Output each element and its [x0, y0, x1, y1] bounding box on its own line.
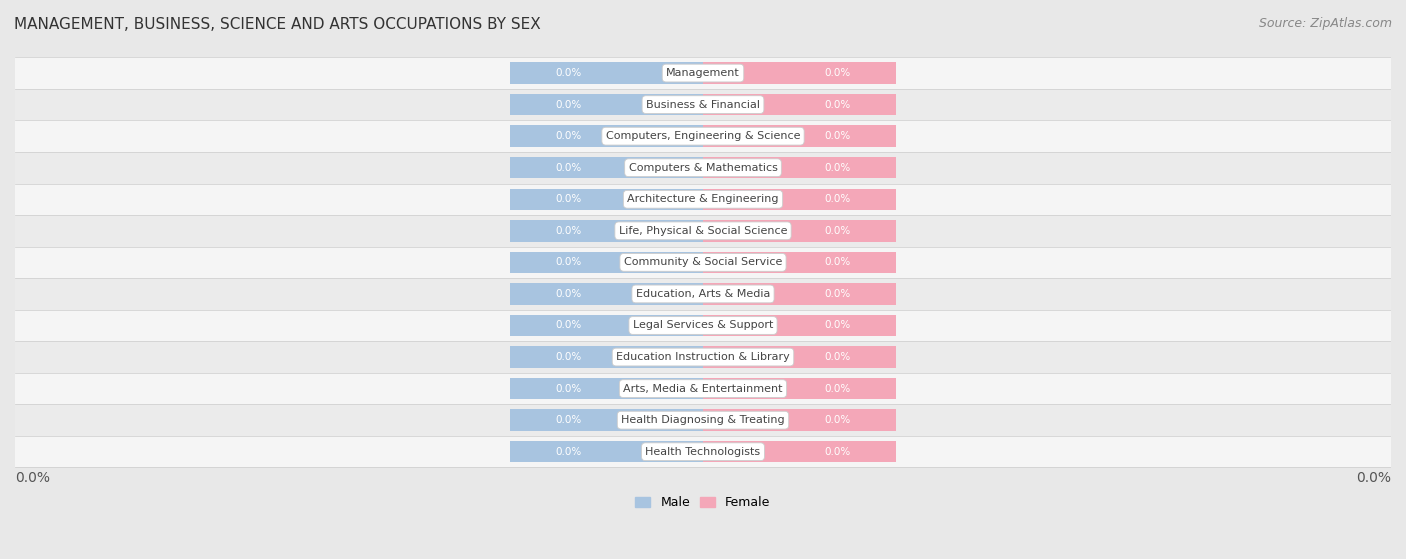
Text: 0.0%: 0.0% — [555, 383, 581, 394]
Text: 0.0%: 0.0% — [1355, 471, 1391, 485]
Bar — [510, 315, 703, 336]
Bar — [15, 57, 1391, 89]
Text: Health Technologists: Health Technologists — [645, 447, 761, 457]
Text: 0.0%: 0.0% — [825, 163, 851, 173]
Bar — [510, 94, 703, 115]
Text: 0.0%: 0.0% — [15, 471, 51, 485]
Text: 0.0%: 0.0% — [555, 320, 581, 330]
Bar — [15, 183, 1391, 215]
Text: 0.0%: 0.0% — [825, 257, 851, 267]
Bar — [15, 404, 1391, 436]
Bar — [510, 441, 703, 462]
Text: 0.0%: 0.0% — [555, 163, 581, 173]
Text: 0.0%: 0.0% — [555, 352, 581, 362]
Bar — [703, 252, 896, 273]
Bar — [15, 215, 1391, 247]
Bar — [703, 283, 896, 305]
Bar — [510, 188, 703, 210]
Bar — [703, 63, 896, 84]
Text: Education Instruction & Library: Education Instruction & Library — [616, 352, 790, 362]
Text: Architecture & Engineering: Architecture & Engineering — [627, 195, 779, 204]
Bar — [15, 120, 1391, 152]
Bar — [15, 247, 1391, 278]
Text: 0.0%: 0.0% — [825, 100, 851, 110]
Text: Computers, Engineering & Science: Computers, Engineering & Science — [606, 131, 800, 141]
Text: Source: ZipAtlas.com: Source: ZipAtlas.com — [1258, 17, 1392, 30]
Bar — [15, 278, 1391, 310]
Bar — [510, 252, 703, 273]
Bar — [510, 220, 703, 241]
Text: 0.0%: 0.0% — [825, 226, 851, 236]
Text: 0.0%: 0.0% — [825, 352, 851, 362]
Text: 0.0%: 0.0% — [825, 195, 851, 204]
Text: Health Diagnosing & Treating: Health Diagnosing & Treating — [621, 415, 785, 425]
Text: Business & Financial: Business & Financial — [645, 100, 761, 110]
Bar — [15, 310, 1391, 342]
Text: Community & Social Service: Community & Social Service — [624, 257, 782, 267]
Text: 0.0%: 0.0% — [825, 383, 851, 394]
Bar — [510, 378, 703, 399]
Bar — [15, 342, 1391, 373]
Text: 0.0%: 0.0% — [555, 415, 581, 425]
Bar — [703, 94, 896, 115]
Text: Legal Services & Support: Legal Services & Support — [633, 320, 773, 330]
Text: Management: Management — [666, 68, 740, 78]
Text: 0.0%: 0.0% — [825, 415, 851, 425]
Text: 0.0%: 0.0% — [825, 68, 851, 78]
Bar — [15, 89, 1391, 120]
Text: 0.0%: 0.0% — [555, 68, 581, 78]
Bar — [510, 409, 703, 431]
Text: 0.0%: 0.0% — [555, 447, 581, 457]
Bar — [703, 441, 896, 462]
Text: 0.0%: 0.0% — [555, 226, 581, 236]
Text: 0.0%: 0.0% — [555, 131, 581, 141]
Bar — [703, 157, 896, 178]
Text: Arts, Media & Entertainment: Arts, Media & Entertainment — [623, 383, 783, 394]
Bar — [703, 347, 896, 368]
Bar — [510, 347, 703, 368]
Bar — [703, 378, 896, 399]
Bar — [510, 125, 703, 147]
Text: 0.0%: 0.0% — [555, 195, 581, 204]
Bar — [510, 63, 703, 84]
Text: 0.0%: 0.0% — [555, 289, 581, 299]
Text: 0.0%: 0.0% — [825, 289, 851, 299]
Bar — [703, 188, 896, 210]
Text: 0.0%: 0.0% — [555, 100, 581, 110]
Legend: Male, Female: Male, Female — [630, 491, 776, 514]
Text: 0.0%: 0.0% — [555, 257, 581, 267]
Text: Life, Physical & Social Science: Life, Physical & Social Science — [619, 226, 787, 236]
Bar — [15, 436, 1391, 467]
Text: Education, Arts & Media: Education, Arts & Media — [636, 289, 770, 299]
Text: 0.0%: 0.0% — [825, 447, 851, 457]
Bar — [510, 283, 703, 305]
Bar — [703, 315, 896, 336]
Bar — [703, 220, 896, 241]
Text: 0.0%: 0.0% — [825, 320, 851, 330]
Text: Computers & Mathematics: Computers & Mathematics — [628, 163, 778, 173]
Bar — [703, 409, 896, 431]
Bar — [510, 157, 703, 178]
Bar — [703, 125, 896, 147]
Bar — [15, 373, 1391, 404]
Bar — [15, 152, 1391, 183]
Text: 0.0%: 0.0% — [825, 131, 851, 141]
Text: MANAGEMENT, BUSINESS, SCIENCE AND ARTS OCCUPATIONS BY SEX: MANAGEMENT, BUSINESS, SCIENCE AND ARTS O… — [14, 17, 541, 32]
